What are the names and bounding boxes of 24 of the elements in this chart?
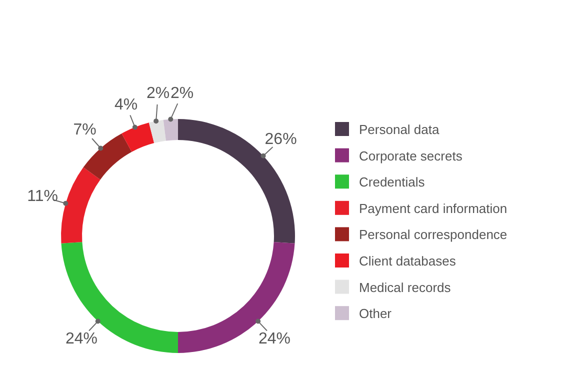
- data-label: 24%: [258, 330, 291, 348]
- donut-slice: [178, 119, 295, 244]
- donut-slice: [122, 122, 154, 152]
- data-label: 11%: [27, 188, 58, 206]
- donut-slice: [61, 242, 178, 353]
- donut-slice: [148, 120, 166, 144]
- donut-slice: [61, 167, 100, 244]
- data-label: 7%: [73, 122, 96, 139]
- legend-label: Payment card information: [359, 200, 508, 216]
- legend-label: Medical records: [359, 280, 452, 295]
- data-label: 2%: [170, 84, 194, 102]
- legend-label: Personal data: [359, 122, 440, 137]
- data-label: 4%: [114, 96, 138, 114]
- legend-label: Corporate secrets: [359, 148, 463, 164]
- donut-slice: [178, 242, 295, 353]
- legend-label: Client databases: [359, 254, 456, 268]
- data-label: 2%: [146, 84, 170, 102]
- donut-slice: [163, 119, 178, 141]
- data-label: 26%: [264, 130, 297, 148]
- donut-slice: [83, 133, 132, 180]
- legend-label: Personal correspondence: [359, 227, 508, 242]
- data-label: 24%: [65, 330, 98, 348]
- legend-label: Credentials: [359, 174, 426, 190]
- legend-label: Other: [359, 306, 392, 322]
